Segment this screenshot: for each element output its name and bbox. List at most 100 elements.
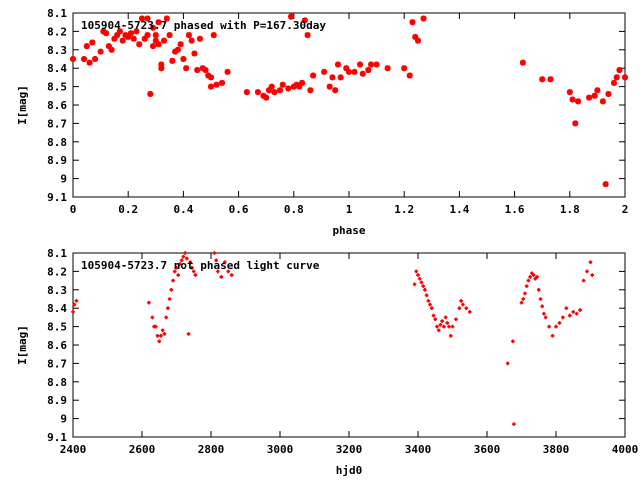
data-point [185,256,189,261]
data-point [304,32,311,39]
data-point [613,74,620,81]
data-point [83,43,90,50]
y-axis-label: I[mag] [16,325,29,365]
data-point [550,334,555,338]
x-tick-labels: 2400 2600 2800 3000 3200 3400 3600 3800 4000 [60,253,638,456]
data-point [74,299,79,303]
y-tick-label: 8.4 [47,62,67,75]
data-point [445,321,450,325]
data-point [337,74,344,81]
data-point [511,339,515,344]
data-point [155,334,160,338]
data-point [547,324,551,329]
data-point [171,278,175,283]
data-point [540,304,544,309]
data-point [512,422,516,426]
y-tick-label: 8.9 [47,154,67,167]
data-point [566,89,573,96]
data-point [169,288,174,292]
data-point [569,96,576,103]
y-tick-label: 8.4 [47,302,67,315]
x-tick-label: 0.4 [173,203,193,216]
data-point [191,269,196,274]
data-point [166,32,173,39]
chart-title: 105904-5723.7 phased with P=167.30day [81,19,326,32]
data-point [461,302,465,307]
data-point [299,79,306,86]
data-point [158,65,165,72]
data-point [268,83,275,90]
x-tick-label: 2 [622,203,629,216]
data-point [346,68,352,75]
data-point [71,310,75,314]
x-tick-label: 3800 [543,443,570,456]
data-point [409,19,416,26]
x-tick-label: 0 [70,203,77,216]
data-point [181,254,186,259]
y-tick-label: 9.1 [47,431,67,444]
data-point [430,306,434,310]
data-point [588,260,593,264]
y-tick-label: 8.5 [47,81,67,94]
data-point [523,291,527,296]
x-tick-label: 2800 [198,443,225,456]
data-point [133,28,140,35]
data-point [428,302,432,307]
data-point [154,324,158,329]
data-point [420,15,427,22]
data-point [464,306,469,310]
data-point [450,324,455,329]
x-axis-label: hjd0 [336,464,363,477]
data-point [183,251,187,255]
data-point [307,87,314,94]
data-point [438,322,443,327]
data-point [467,310,472,314]
data-point [519,300,524,305]
y-tick-label: 8.6 [47,99,67,112]
x-tick-label: 1.6 [505,203,525,216]
data-point [190,265,194,270]
data-point [538,297,543,301]
data-point [139,15,145,22]
data-point [594,87,601,94]
x-tick-labels: 0 0.2 0.4 0.6 0.8 1 1.2 1.4 1.6 1.8 2 [70,13,629,216]
data-point [519,59,526,66]
data-point [179,258,184,263]
data-point [265,87,272,94]
data-point [174,265,179,270]
data-point [443,315,448,320]
data-point [417,276,422,281]
data-point [208,74,214,81]
data-point [158,61,165,68]
data-point [150,43,157,50]
data-point [193,273,198,277]
y-tick-label: 8.9 [47,394,67,407]
data-point [433,317,438,322]
data-point [296,83,303,90]
x-tick-label: 2400 [60,443,87,456]
data-point [414,269,419,274]
data-point [254,89,261,96]
data-point [285,85,292,92]
data-point [92,56,99,62]
data-point [226,269,231,274]
data-point [568,313,572,318]
data-point [152,32,159,39]
data-point [219,275,224,279]
data-point [351,68,358,75]
data-point [105,43,112,50]
data-point [260,92,267,99]
data-point [585,269,589,274]
data-point [219,79,226,86]
x-tick-label: 1.2 [394,203,414,216]
data-point [572,120,579,127]
data-point [332,87,339,94]
data-point [166,306,170,310]
data-point [557,321,562,325]
data-point [574,311,579,316]
data-point [531,273,536,277]
data-point [535,275,539,279]
data-point [81,56,88,62]
y-tick-labels: 8.1 8.2 8.3 8.4 8.5 8.6 8.7 8.8 8.9 9 9.1 [47,7,625,204]
data-point [581,278,586,283]
